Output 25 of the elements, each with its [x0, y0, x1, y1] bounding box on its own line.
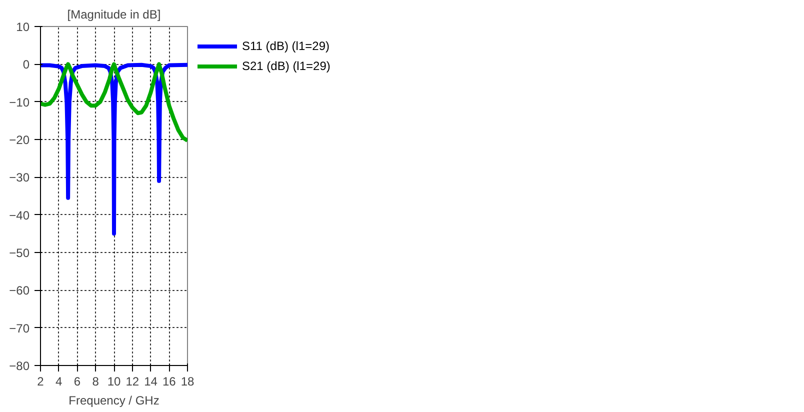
x-axis-title: Frequency / GHz	[68, 394, 160, 408]
y-tick-label: 0	[22, 58, 30, 72]
y-tick-label: −20	[9, 133, 30, 147]
x-tick-label: 10	[107, 374, 121, 388]
x-tick-label: 2	[37, 374, 44, 388]
x-tick-label: 14	[144, 374, 158, 388]
line-series	[40, 62, 188, 236]
y-tick-label: −80	[9, 359, 30, 373]
x-tick-label: 6	[74, 374, 81, 388]
legend-label: S21 (dB) (l1=29)	[242, 59, 330, 73]
line-series	[40, 62, 188, 143]
y-tick-label: −50	[9, 246, 30, 260]
x-tick-label: 8	[92, 374, 100, 388]
y-tick-label: −30	[9, 170, 30, 185]
chart-title: [Magnitude in dB]	[67, 8, 161, 22]
x-tick-label: 12	[126, 374, 140, 388]
y-tick-label: −70	[9, 321, 30, 336]
legend-label: S11 (dB) (l1=29)	[242, 39, 330, 53]
x-tick-label: 18	[180, 374, 194, 388]
y-tick-label: −60	[9, 284, 30, 298]
y-tick-label: 10	[16, 20, 30, 34]
y-tick-label: −40	[9, 208, 30, 222]
x-tick-label: 4	[56, 374, 63, 388]
x-tick-label: 16	[162, 374, 176, 388]
y-tick-label: −10	[9, 95, 30, 110]
